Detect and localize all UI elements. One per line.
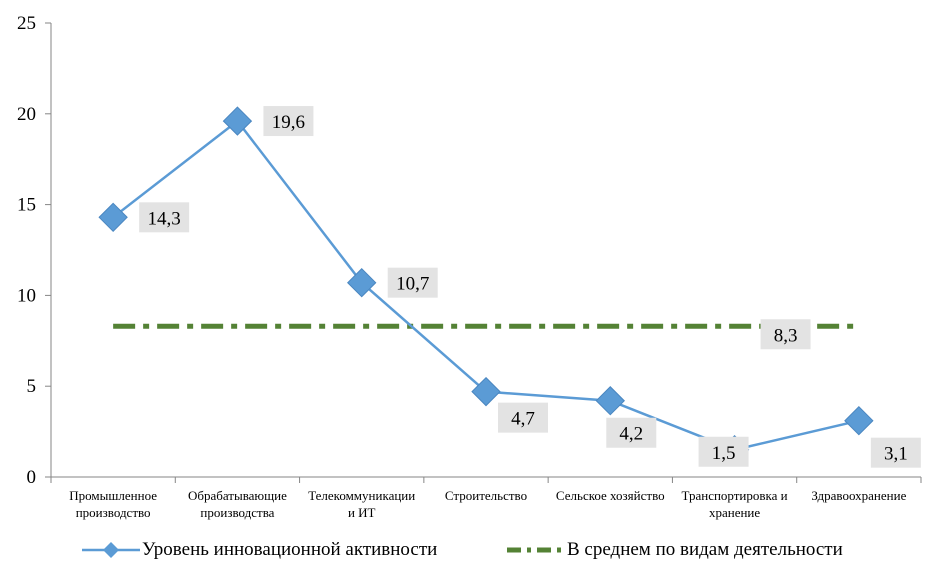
data-label-innovation-background — [498, 402, 548, 433]
data-label-innovation-background — [263, 106, 314, 137]
data-label-average-background — [760, 319, 811, 350]
legend-label-innovation: Уровень инновационной активности — [142, 539, 438, 560]
x-category-label: Здравоохранение — [811, 488, 906, 503]
chart-axes — [50, 23, 922, 483]
x-axis-categories: Промышленное производство Обрабатывающие пр… — [69, 488, 906, 520]
line-chart: 0 5 10 15 20 25 Промышленное производство Обраб… — [17, 13, 922, 520]
x-category-label-line: Сельское хозяйство — [556, 488, 665, 503]
x-category-label-line: хранение — [709, 505, 760, 520]
x-category-label: Промышленное производство — [69, 488, 157, 520]
data-label-innovation-background — [139, 202, 190, 233]
x-category-label: Сельское хозяйство — [556, 488, 665, 503]
x-category-label-line: производство — [76, 505, 151, 520]
series-innovation-marker — [844, 405, 874, 436]
chart-legend: Уровень инновационной активности В средн… — [0, 532, 945, 572]
x-category-label-line: Строительство — [445, 488, 527, 503]
x-category-label: Транспортировка и хранение — [682, 488, 788, 520]
y-tick-label: 25 — [17, 13, 36, 34]
x-category-label-line: Промышленное — [69, 488, 157, 503]
series-innovation-marker — [595, 386, 625, 416]
data-label-average: 8,3 — [774, 325, 798, 346]
y-tick-label: 20 — [17, 104, 36, 125]
data-label-innovation-background — [387, 267, 438, 298]
x-category-label-line: Здравоохранение — [811, 488, 906, 503]
data-label-innovation: 10,7 — [396, 274, 429, 295]
x-category-label: Строительство — [445, 488, 527, 503]
x-category-label-line: и ИТ — [348, 505, 376, 520]
legend-label-average: В среднем по видам деятельности — [567, 539, 843, 560]
data-label-innovation: 4,7 — [511, 409, 535, 430]
data-label-innovation: 19,6 — [272, 112, 305, 133]
data-label-innovation: 14,3 — [148, 208, 181, 229]
series-innovation-marker — [222, 106, 253, 136]
legend-item-average: В среднем по видам деятельности — [505, 532, 843, 568]
y-axis-ticks: 0 5 10 15 20 25 — [17, 13, 51, 488]
data-label-innovation-background — [606, 417, 657, 448]
x-category-label-line: Телекоммуникации — [308, 488, 415, 503]
legend-marker-innovation — [82, 542, 140, 558]
x-category-label-line: производства — [200, 505, 274, 520]
x-category-label: Телекоммуникации и ИТ — [308, 488, 415, 520]
x-category-label: Обрабатывающие производства — [188, 488, 287, 520]
x-category-label-line: Транспортировка и — [682, 488, 788, 503]
data-label-innovation-background — [870, 437, 921, 468]
data-label-innovation: 1,5 — [712, 443, 736, 464]
series-innovation-marker — [98, 202, 128, 233]
data-label-innovation: 3,1 — [884, 444, 908, 465]
chart-series — [98, 106, 874, 465]
y-tick-label: 5 — [27, 376, 37, 397]
series-innovation-marker — [471, 376, 501, 407]
y-tick-label: 0 — [27, 467, 37, 488]
legend-item-innovation: Уровень инновационной активности — [80, 532, 437, 568]
data-label-innovation: 4,2 — [619, 424, 643, 445]
y-tick-label: 10 — [17, 285, 36, 306]
series-innovation-marker — [347, 267, 377, 298]
legend-marker-average — [507, 547, 565, 553]
y-tick-label: 15 — [17, 195, 36, 216]
data-label-innovation-background — [698, 436, 749, 467]
data-labels: 14,3 19,6 10,7 4,7 4,2 1,5 3,1 8,3 — [139, 106, 921, 468]
x-category-label-line: Обрабатывающие — [188, 488, 287, 503]
